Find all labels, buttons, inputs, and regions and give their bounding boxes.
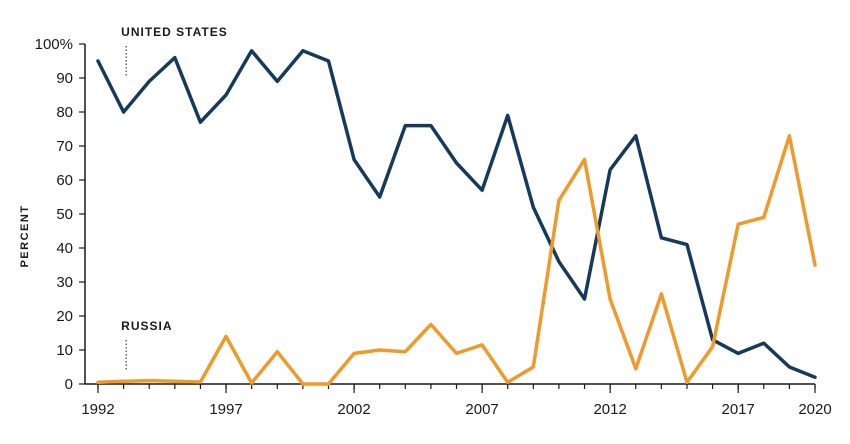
x-tick-label: 2002 [337,401,370,418]
x-tick-label: 2020 [798,401,831,418]
x-tick-label: 2007 [465,401,498,418]
y-axis: 100% 90 80 70 60 50 40 30 20 10 0 [35,36,86,393]
y-tick-label: 0 [65,376,73,393]
y-tick-label: 70 [56,138,73,155]
series-labels: UNITED STATES RUSSIA [121,25,228,370]
y-tick-label: 80 [56,104,73,121]
y-tick-label: 50 [56,206,73,223]
y-tick-label: 100% [35,36,73,53]
x-tick-label: 2017 [721,401,754,418]
x-axis: 1992 1997 2002 2007 2012 2017 2020 [81,383,832,418]
y-tick-label: 10 [56,342,73,359]
series-label: RUSSIA [121,319,172,333]
x-tick-label: 1992 [81,401,114,418]
y-tick-label: 30 [56,274,73,291]
x-tick-label: 1997 [209,401,242,418]
series-label: UNITED STATES [121,25,228,39]
x-tick-label: 2012 [593,401,626,418]
series-line-russia [96,134,817,386]
y-tick-label: 60 [56,172,73,189]
y-tick-label: 40 [56,240,73,257]
y-axis-title: PERCENT [19,204,31,267]
series-line-united-states [96,49,817,379]
y-tick-label: 90 [56,70,73,87]
y-tick-label: 20 [56,308,73,325]
series-layer [96,49,817,386]
